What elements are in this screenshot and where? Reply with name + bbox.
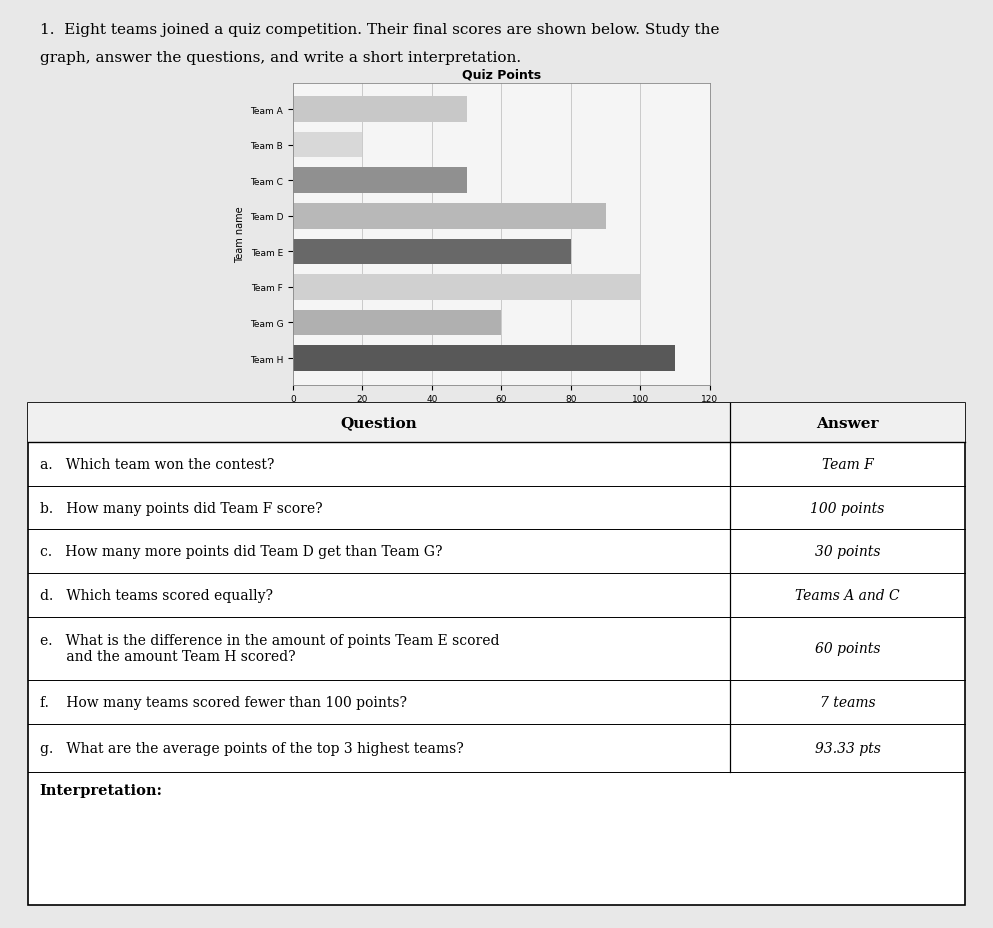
Bar [293,310,501,336]
Text: 7 teams: 7 teams [819,695,876,709]
Bar [293,346,675,371]
X-axis label: Points scored: Points scored [469,408,534,418]
Text: 93.33 pts: 93.33 pts [814,741,881,755]
Bar [293,275,640,301]
Bar [293,239,571,264]
Title: Quiz Points: Quiz Points [462,68,541,81]
Text: b.   How many points did Team F score?: b. How many points did Team F score? [40,501,323,515]
Bar [293,133,362,159]
Text: 30 points: 30 points [815,545,880,559]
Text: Team F: Team F [821,458,874,471]
Text: graph, answer the questions, and write a short interpretation.: graph, answer the questions, and write a… [40,51,521,65]
Text: 1.  Eight teams joined a quiz competition. Their final scores are shown below. S: 1. Eight teams joined a quiz competition… [40,23,719,37]
Bar [293,204,606,229]
Text: 100 points: 100 points [810,501,885,515]
Text: Teams A and C: Teams A and C [795,588,900,602]
Text: g.   What are the average points of the top 3 highest teams?: g. What are the average points of the to… [40,741,464,755]
Bar [293,168,467,194]
Text: a.   Which team won the contest?: a. Which team won the contest? [40,458,274,471]
Text: Interpretation:: Interpretation: [40,783,163,797]
Y-axis label: Team name: Team name [235,206,245,263]
Text: f.    How many teams scored fewer than 100 points?: f. How many teams scored fewer than 100 … [40,695,407,709]
Text: c.   How many more points did Team D get than Team G?: c. How many more points did Team D get t… [40,545,442,559]
Text: d.   Which teams scored equally?: d. Which teams scored equally? [40,588,273,602]
Text: Question: Question [341,416,417,431]
Text: e.   What is the difference in the amount of points Team E scored
      and the : e. What is the difference in the amount … [40,634,499,664]
Text: 60 points: 60 points [815,641,880,656]
Text: Answer: Answer [816,416,879,431]
Bar [293,97,467,122]
